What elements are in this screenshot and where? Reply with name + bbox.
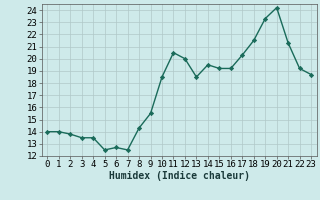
X-axis label: Humidex (Indice chaleur): Humidex (Indice chaleur) <box>109 171 250 181</box>
